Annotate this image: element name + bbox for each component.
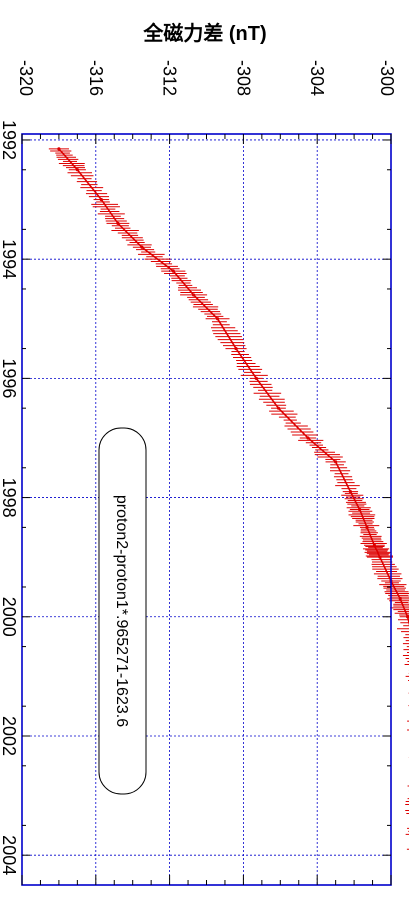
annotation: proton2-proton1*.965271-1623.6 (98, 427, 147, 795)
data-point (140, 245, 144, 249)
data-point (378, 555, 382, 559)
x-tick-label: 2000 (0, 597, 19, 637)
y-tick-label: -320 (16, 60, 36, 96)
y-tick-label: -312 (160, 60, 180, 96)
x-tick-label: 1996 (0, 358, 19, 398)
data-point (116, 221, 120, 226)
data-point (372, 543, 376, 547)
plot-frame (21, 133, 392, 886)
data-point (57, 147, 61, 151)
data-point (306, 436, 310, 440)
y-tick-label: -308 (233, 60, 253, 96)
data-point (276, 406, 281, 410)
series-layer (48, 147, 409, 850)
y-tick-label: -304 (307, 60, 327, 96)
x-tick-label: 2004 (0, 835, 19, 875)
data-point (215, 317, 220, 321)
data-point (365, 525, 369, 529)
data-point (99, 197, 103, 202)
data-point (234, 346, 238, 351)
data-point (171, 269, 175, 273)
data-point (334, 460, 338, 464)
data-point (75, 168, 79, 172)
data-point (406, 615, 409, 619)
grid (22, 134, 391, 885)
y-tick-label: -300 (377, 60, 397, 96)
text-layer: 全磁力差 (nT) -320 -316 -312 -308 -304 -300 1992 19… (0, 21, 397, 875)
data-point (254, 376, 258, 380)
plot-border (21, 133, 392, 886)
x-tick-label: 1998 (0, 478, 19, 518)
data-point (358, 507, 362, 512)
y-tick-label: -316 (86, 60, 106, 96)
x-tick-label: 1994 (0, 239, 19, 279)
ticks (21, 134, 392, 885)
x-tick-label: 2002 (0, 716, 19, 756)
data-point (191, 293, 196, 297)
annotation-box (98, 427, 147, 795)
data-point (398, 597, 402, 601)
annotation-text: proton2-proton1*.965271-1623.6 (113, 495, 130, 727)
data-point (348, 490, 353, 494)
y-axis-label: 全磁力差 (nT) (142, 21, 266, 45)
x-tick-label: 1992 (0, 120, 19, 160)
